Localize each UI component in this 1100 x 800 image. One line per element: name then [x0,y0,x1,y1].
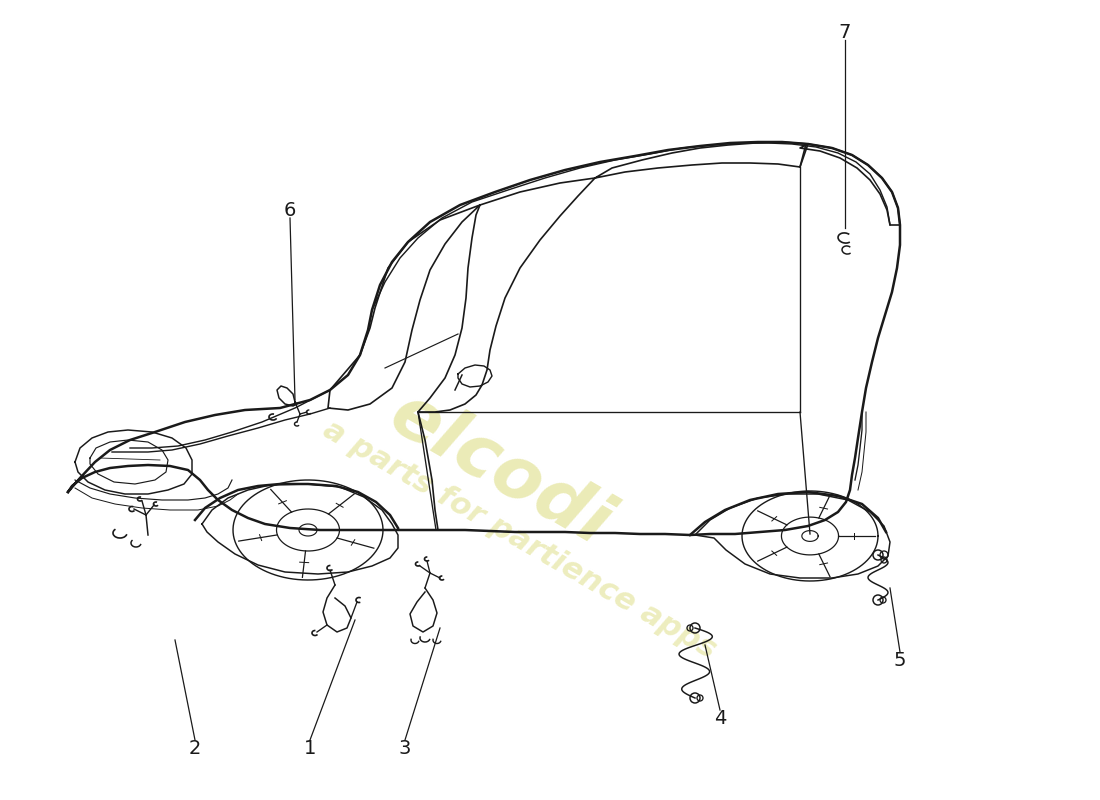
Text: 3: 3 [399,738,411,758]
Text: 2: 2 [189,738,201,758]
Text: a parts for partience apps: a parts for partience apps [318,415,722,665]
Text: 1: 1 [304,738,316,758]
Text: 5: 5 [893,650,906,670]
Text: 4: 4 [714,709,726,727]
Text: 6: 6 [284,201,296,219]
Text: 7: 7 [839,22,851,42]
Text: elcodi: elcodi [377,379,623,561]
